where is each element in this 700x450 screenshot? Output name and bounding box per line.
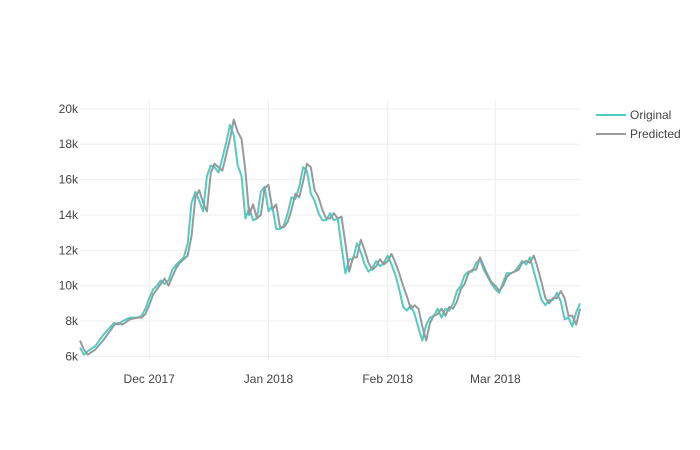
legend-item-original[interactable]: Original (596, 108, 671, 122)
y-tick-label: 10k (59, 279, 79, 293)
y-tick-label: 18k (59, 137, 79, 151)
series-line-predicted (79, 118, 581, 356)
x-tick-label: Feb 2018 (362, 372, 413, 386)
y-tick-label: 20k (59, 102, 79, 116)
x-tick-label: Dec 2017 (124, 372, 176, 386)
legend-item-predicted[interactable]: Predicted (596, 127, 681, 141)
legend[interactable]: Original Predicted (596, 108, 681, 141)
x-tick-label: Mar 2018 (470, 372, 521, 386)
legend-label: Original (630, 108, 671, 122)
series-lines (79, 118, 581, 356)
x-tick-label: Jan 2018 (244, 372, 294, 386)
y-tick-label: 16k (59, 173, 79, 187)
y-tick-label: 6k (65, 349, 79, 363)
y-tick-label: 14k (59, 208, 79, 222)
legend-label: Predicted (630, 127, 681, 141)
y-tick-label: 12k (59, 243, 79, 257)
axis-labels: 6k 8k 10k 12k 14k 16k 18k 20k Dec 2017 Jan 2018 Fe… (59, 102, 521, 386)
y-tick-label: 8k (65, 314, 79, 328)
